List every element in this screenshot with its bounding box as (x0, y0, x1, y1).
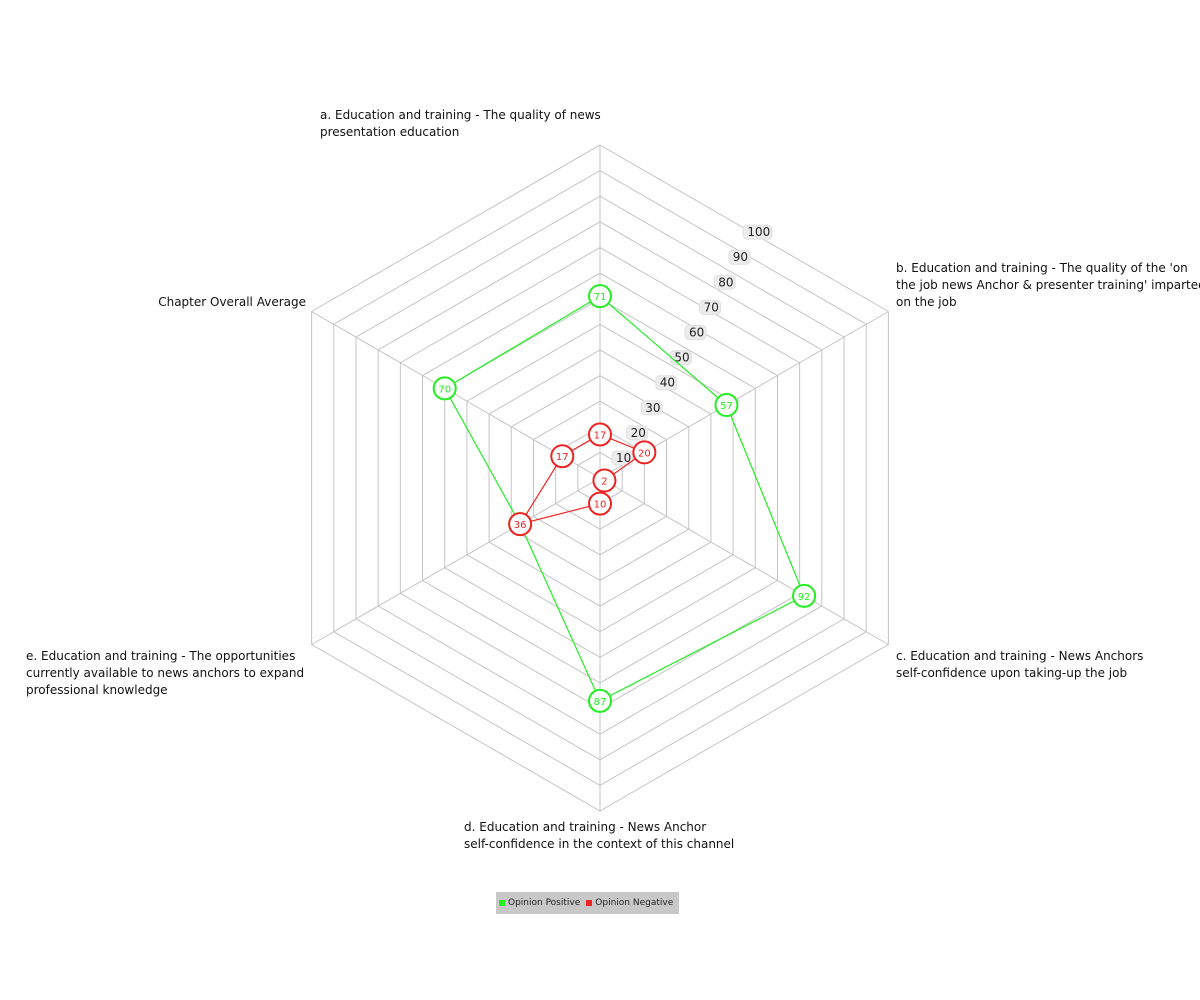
data-label: 17 (556, 452, 569, 463)
axis-label: d. Education and training - News Anchor (464, 820, 706, 834)
legend-label-negative: Opinion Negative (595, 898, 674, 908)
tick-label: 40 (660, 376, 675, 390)
axis-label: presentation education (320, 125, 459, 139)
data-point[interactable]: 2 (592, 468, 617, 493)
data-point[interactable]: 70 (432, 376, 457, 401)
tick-label: 10 (616, 451, 631, 465)
series-line (443, 295, 805, 702)
data-point[interactable]: 17 (550, 444, 575, 469)
tick-label-bg (640, 400, 663, 416)
tick-label-bg (728, 249, 751, 265)
axis-label: self-confidence in the context of this c… (464, 837, 734, 851)
axis-label: b. Education and training - The quality … (896, 261, 1188, 275)
series-layer: 71579287367017202103617 (432, 284, 817, 713)
data-point-marker (508, 512, 533, 537)
axis-label: e. Education and training - The opportun… (26, 649, 295, 663)
tick-label: 50 (674, 351, 689, 365)
data-point-marker (592, 468, 617, 493)
tick-label: 20 (631, 426, 646, 440)
legend-swatch-positive (499, 900, 505, 906)
data-label: 2 (601, 477, 607, 488)
grid-spoke (311, 477, 601, 645)
data-point[interactable]: 17 (588, 422, 612, 447)
data-point-marker (588, 491, 612, 516)
data-point[interactable]: 36 (508, 512, 533, 537)
series-positive: 71 57 92 87 36 70 (432, 284, 817, 713)
axis-label: Chapter Overall Average (158, 295, 306, 309)
axis-label: professional knowledge (26, 683, 168, 697)
tick-label: 70 (704, 300, 719, 314)
data-point-marker (632, 440, 657, 465)
tick-label-bg (655, 375, 678, 391)
data-point-marker (588, 422, 612, 447)
data-point[interactable]: 57 (714, 392, 739, 417)
tick-label: 80 (718, 275, 733, 289)
data-point-marker (588, 688, 612, 713)
data-label: 92 (798, 592, 811, 603)
legend-swatch-negative (586, 900, 593, 906)
axis-label: the job news Anchor & presenter training… (896, 278, 1200, 292)
data-point-marker (588, 284, 612, 309)
data-label: 71 (594, 292, 607, 303)
tick-label: 60 (689, 326, 704, 340)
data-point-marker (432, 376, 457, 401)
legend: Opinion Positive Opinion Negative (496, 892, 680, 914)
legend-label-positive: Opinion Positive (508, 898, 581, 908)
tick-label-bg (742, 224, 773, 240)
tick-label-bg (611, 450, 634, 466)
tick-label: 90 (733, 250, 748, 264)
data-point[interactable]: 20 (632, 440, 657, 465)
tick-label-bg (713, 274, 736, 290)
data-label: 17 (594, 430, 607, 441)
data-point-marker (550, 444, 575, 469)
axis-label: self-confidence upon taking-up the job (896, 666, 1127, 680)
data-label: 70 (438, 384, 451, 395)
data-point[interactable]: 10 (588, 491, 612, 516)
tick-label: 100 (747, 225, 770, 239)
data-point-marker (714, 392, 739, 417)
data-label: 57 (720, 401, 733, 412)
data-point[interactable]: 87 (588, 688, 612, 713)
tick-label-bg (699, 299, 722, 315)
data-label: 87 (594, 697, 607, 708)
axis-labels: a. Education and training - The quality … (26, 108, 1200, 851)
tick-label-bg (684, 325, 707, 340)
data-label: 20 (638, 448, 651, 459)
legend-item-positive[interactable]: Opinion Positive (499, 898, 580, 908)
grid-spoke (599, 477, 889, 645)
data-point[interactable]: 92 (792, 583, 817, 608)
data-point-marker (792, 583, 817, 608)
data-point[interactable]: 71 (588, 284, 612, 309)
data-label: 10 (594, 500, 607, 511)
data-label: 36 (514, 520, 527, 531)
axis-label: a. Education and training - The quality … (320, 108, 601, 122)
axis-label: on the job (896, 295, 957, 309)
legend-item-negative[interactable]: Opinion Negative (586, 898, 673, 908)
axis-label: currently available to news anchors to e… (26, 666, 304, 680)
tick-label-bg (626, 425, 649, 441)
series-line (518, 433, 646, 526)
axis-label: c. Education and training - News Anchors (896, 649, 1143, 663)
tick-label: 30 (645, 401, 660, 415)
series-negative: 17 20 2 10 36 17 (508, 422, 657, 537)
